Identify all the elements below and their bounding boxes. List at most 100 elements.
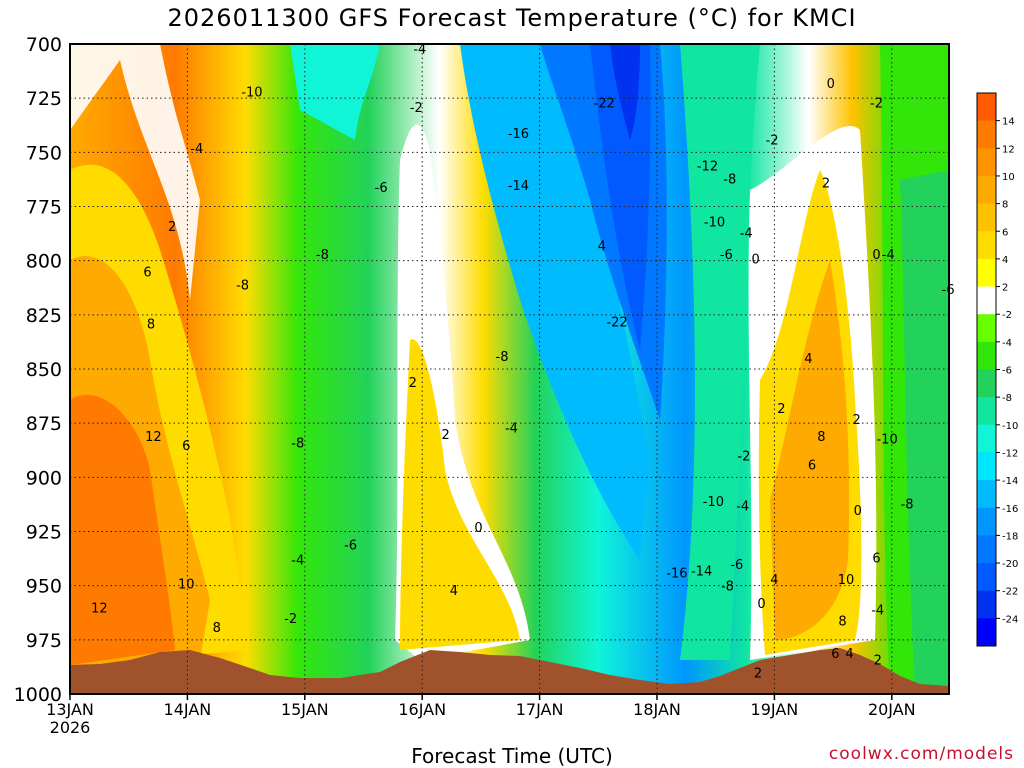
contour-label: 0	[854, 504, 862, 519]
contour-label: 6	[182, 439, 190, 454]
contour-label: -2	[766, 133, 779, 148]
contour-label: 8	[213, 621, 221, 636]
x-tick-sublabel: 2026	[50, 718, 91, 737]
contour-label: 0	[827, 77, 835, 92]
colorbar-label: 2	[1002, 283, 1008, 294]
colorbar-swatch	[977, 175, 996, 205]
colorbar-label: 8	[1002, 200, 1008, 211]
contour-label: -2	[410, 101, 423, 116]
chart-title: 2026011300 GFS Forecast Temperature (°C)…	[167, 4, 857, 32]
grid-lines	[70, 44, 949, 694]
y-tick-label: 900	[26, 467, 62, 489]
terrain-shading	[70, 648, 949, 694]
contour-label: -4	[736, 500, 749, 515]
contour-label: 0	[751, 253, 759, 268]
y-tick-label: 825	[26, 305, 62, 327]
colorbar-label: -22	[1002, 587, 1018, 598]
contour-label: -8	[236, 279, 249, 294]
y-tick-label: 700	[26, 34, 62, 56]
colorbar-label: 6	[1002, 227, 1008, 238]
colorbar-swatch	[977, 314, 996, 343]
contour-label: -8	[291, 437, 304, 452]
y-tick-label: 800	[26, 251, 62, 273]
contour-label: 6	[808, 458, 816, 473]
contour-label: -8	[901, 497, 914, 512]
contour-label: -2	[737, 450, 750, 465]
colorbar-label: 14	[1002, 117, 1015, 128]
contour-label: 2	[442, 428, 450, 443]
colorbar-swatch	[977, 341, 996, 370]
colorbar-label: -18	[1002, 531, 1018, 542]
contour-label: 2	[409, 376, 417, 391]
contour-label: -10	[703, 495, 724, 510]
plot-frame	[69, 43, 950, 695]
colorbar-swatch	[977, 120, 996, 149]
contour-label: -22	[606, 315, 627, 330]
contour-label: 2	[822, 177, 830, 192]
y-tick-label: 850	[26, 359, 62, 381]
colorbar-swatch	[977, 231, 996, 260]
contour-label: -4	[882, 248, 895, 263]
colorbar-swatch	[977, 424, 996, 453]
contour-label: -6	[344, 539, 357, 554]
colorbar-label: -24	[1002, 614, 1018, 625]
contour-label: -22	[594, 97, 615, 112]
contour-label: 0	[757, 597, 765, 612]
contour-label: 2	[168, 220, 176, 235]
colorbar-label: -2	[1002, 310, 1012, 321]
colorbar-swatch	[977, 369, 996, 398]
contour-label: -12	[697, 159, 718, 174]
x-tick-label: 13JAN	[46, 700, 94, 719]
colorbar-swatch	[977, 590, 996, 619]
contour-label: -10	[876, 432, 897, 447]
colorbar-label: -14	[1002, 476, 1018, 487]
temperature-field	[70, 44, 949, 694]
contour-label: -4	[505, 422, 518, 437]
contour-label: -8	[496, 350, 509, 365]
x-tick-label: 18JAN	[633, 700, 681, 719]
contour-label: -14	[691, 565, 712, 580]
contour-label: 4	[845, 647, 853, 662]
contour-label: 12	[145, 430, 162, 445]
contour-label: -6	[730, 558, 743, 573]
contour-label: -2	[870, 97, 883, 112]
x-axis-title: Forecast Time (UTC)	[411, 744, 613, 768]
contour-label: -2	[284, 612, 297, 627]
contour-label: 2	[777, 402, 785, 417]
contour-label: 6	[143, 266, 151, 281]
colorbar-label: -10	[1002, 421, 1018, 432]
contour-label: 8	[838, 614, 846, 629]
contour-label: 2	[754, 666, 762, 681]
colorbar-swatch	[977, 93, 996, 122]
colorbar-label: -6	[1002, 366, 1012, 377]
colorbar-label: -16	[1002, 504, 1018, 515]
contour-label: 4	[770, 573, 778, 588]
contour-label: -10	[241, 86, 262, 101]
contour-label: -8	[721, 580, 734, 595]
x-tick-label: 20JAN	[868, 700, 916, 719]
y-tick-label: 950	[26, 576, 62, 598]
colorbar-swatch	[977, 397, 996, 426]
contour-label: -10	[704, 216, 725, 231]
contour-label: -4	[740, 227, 753, 242]
contour-label: 10	[838, 573, 855, 588]
contour-label: 4	[598, 240, 606, 255]
colorbar-swatch	[977, 452, 996, 481]
axes: 7007257507758008258508759009259509751000…	[14, 34, 950, 737]
contour-label: -6	[375, 181, 388, 196]
contour-label: -4	[413, 42, 426, 57]
y-tick-label: 1000	[14, 684, 62, 706]
colorbar-label: -4	[1002, 338, 1012, 349]
x-tick-label: 15JAN	[281, 700, 329, 719]
contour-label: 6	[872, 552, 880, 567]
contour-label: 10	[178, 578, 195, 593]
contour-label: -4	[871, 604, 884, 619]
contour-label: 8	[817, 430, 825, 445]
colorbar-label: 4	[1002, 255, 1008, 266]
colorbar-swatch	[977, 563, 996, 592]
contour-label: 6	[831, 647, 839, 662]
contour-label: -4	[291, 554, 304, 569]
x-tick-label: 16JAN	[398, 700, 446, 719]
contour-label: -4	[190, 142, 203, 157]
y-tick-label: 925	[26, 522, 62, 544]
